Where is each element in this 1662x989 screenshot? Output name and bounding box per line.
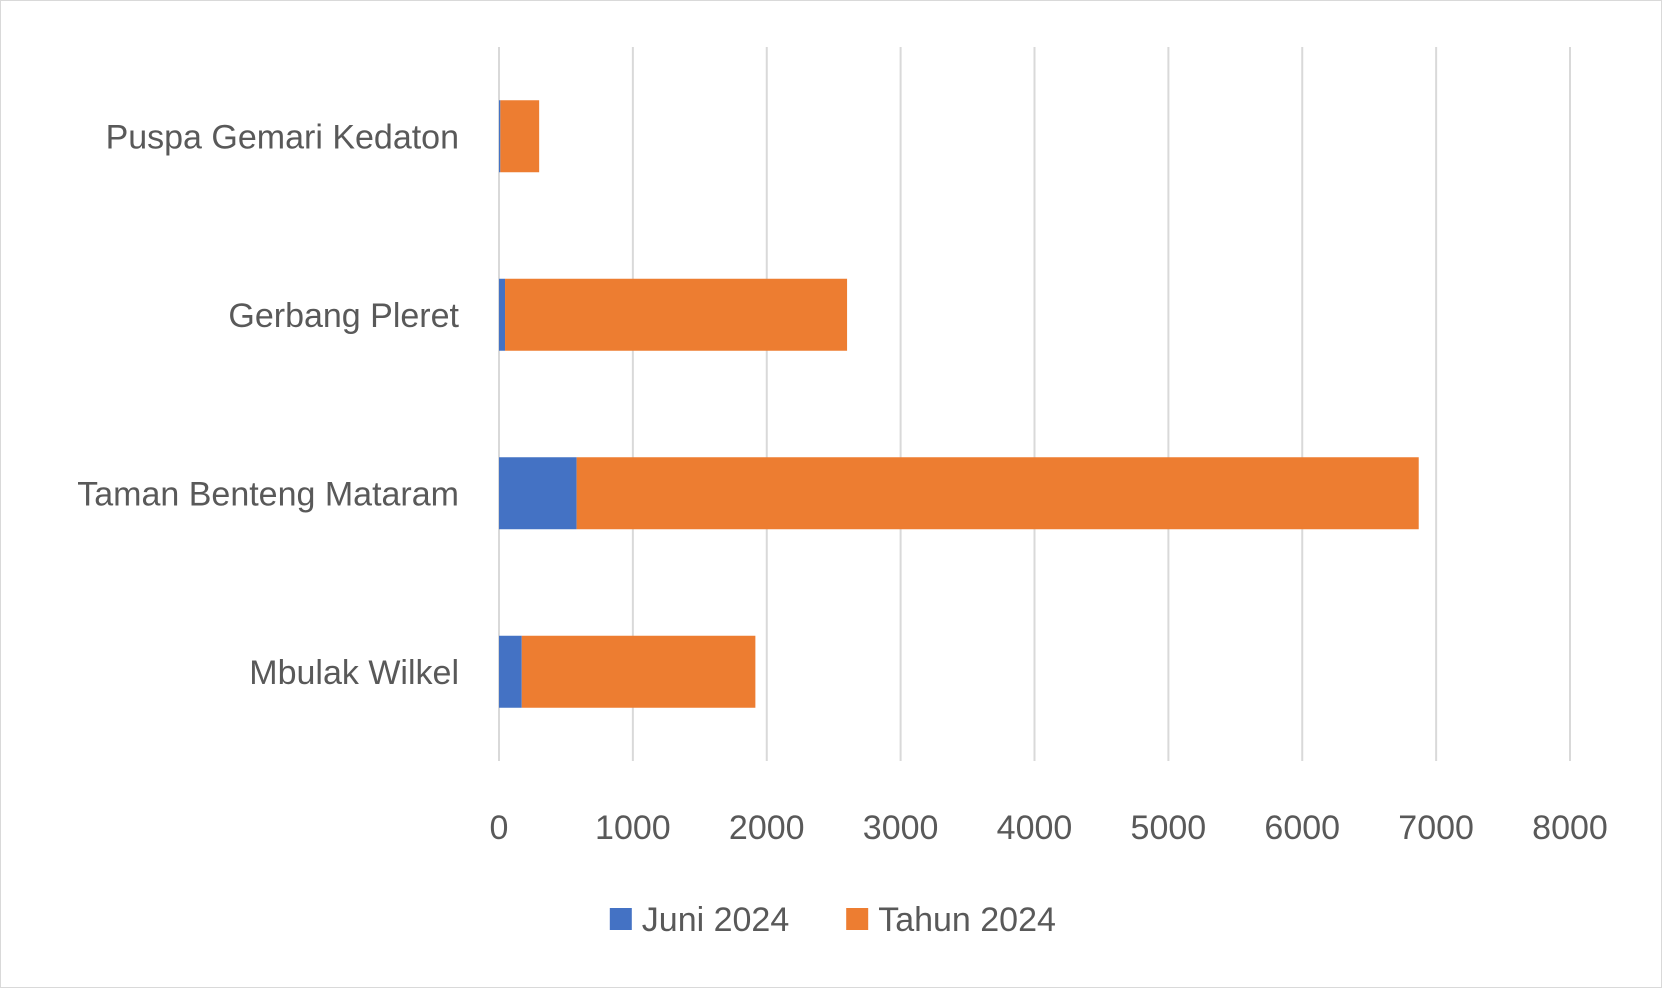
category-labels: Puspa Gemari Kedaton Gerbang Pleret Taman … bbox=[77, 118, 459, 692]
legend-swatch-juni-2024 bbox=[609, 908, 632, 930]
category-label-taman-benteng-mataram: Taman Benteng Mataram bbox=[77, 475, 459, 513]
x-tick-6000: 6000 bbox=[1264, 809, 1340, 847]
legend-label-juni-2024: Juni 2024 bbox=[642, 901, 789, 939]
bars bbox=[499, 100, 1419, 708]
bar-gerbang-pleret-tahun-2024 bbox=[505, 278, 848, 351]
bar-mbulak-wilkel-tahun-2024 bbox=[521, 635, 756, 708]
legend: Juni 2024 Tahun 2024 bbox=[609, 901, 1056, 939]
x-tick-3000: 3000 bbox=[863, 809, 939, 847]
legend-label-tahun-2024: Tahun 2024 bbox=[878, 901, 1056, 939]
category-label-mbulak-wilkel: Mbulak Wilkel bbox=[249, 654, 459, 692]
x-tick-1000: 1000 bbox=[595, 809, 671, 847]
x-tick-8000: 8000 bbox=[1532, 809, 1608, 847]
bar-gerbang-pleret-juni-2024 bbox=[499, 278, 506, 351]
x-tick-4000: 4000 bbox=[997, 809, 1073, 847]
x-tick-7000: 7000 bbox=[1398, 809, 1474, 847]
bar-puspa-gemari-kedaton-juni-2024 bbox=[499, 100, 501, 173]
x-tick-5000: 5000 bbox=[1131, 809, 1207, 847]
x-tick-0: 0 bbox=[490, 809, 509, 847]
gridlines bbox=[498, 47, 1571, 761]
legend-swatch-tahun-2024 bbox=[846, 908, 869, 930]
bar-puspa-gemari-kedaton-tahun-2024 bbox=[500, 100, 540, 173]
bar-taman-benteng-mataram-juni-2024 bbox=[499, 457, 577, 530]
category-label-gerbang-pleret: Gerbang Pleret bbox=[228, 297, 459, 335]
category-label-puspa-gemari-kedaton: Puspa Gemari Kedaton bbox=[106, 118, 459, 156]
bar-taman-benteng-mataram-tahun-2024 bbox=[576, 457, 1419, 530]
x-tick-2000: 2000 bbox=[729, 809, 805, 847]
x-tick-labels: 0 1000 2000 3000 4000 5000 6000 7000 8000 bbox=[490, 809, 1608, 847]
bar-mbulak-wilkel-juni-2024 bbox=[499, 635, 522, 708]
